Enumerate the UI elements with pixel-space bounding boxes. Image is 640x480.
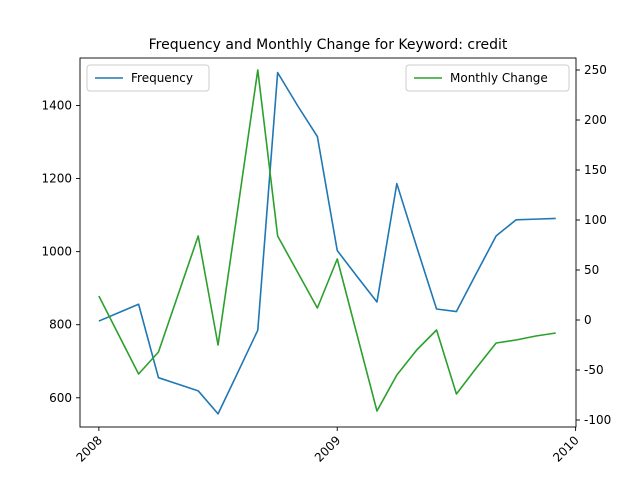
left-y-tick-label: 1000	[41, 245, 72, 259]
left-y-tick-label: 1200	[41, 172, 72, 186]
chart-title: Frequency and Monthly Change for Keyword…	[149, 37, 508, 53]
left-y-tick-label: 600	[49, 391, 72, 405]
series-line-frequency	[98, 71, 556, 415]
series-line-monthly-change	[98, 69, 556, 412]
right-y-tick-label: 0	[584, 313, 592, 327]
left-y-tick-label: 1400	[41, 98, 72, 112]
right-y-tick-label: -100	[584, 413, 611, 427]
right-y-tick-label: 150	[584, 163, 607, 177]
legend-frequency: Frequency	[86, 64, 210, 92]
left-y-tick-label: 800	[49, 318, 72, 332]
right-y-tick-label: 250	[584, 63, 607, 77]
plot-area	[98, 69, 556, 415]
right-y-tick-label: 50	[584, 263, 599, 277]
legend-label: Monthly Change	[450, 71, 548, 85]
legend-label: Frequency	[131, 71, 193, 85]
legend-box	[86, 64, 210, 92]
legend-box	[405, 64, 570, 92]
right-y-tick-label: 200	[584, 113, 607, 127]
legend-monthly-change: Monthly Change	[405, 64, 570, 92]
axes-frame	[79, 57, 577, 428]
right-y-tick-label: 100	[584, 213, 607, 227]
right-y-tick-label: -50	[584, 363, 604, 377]
legends: Frequency Monthly Change	[86, 64, 570, 92]
